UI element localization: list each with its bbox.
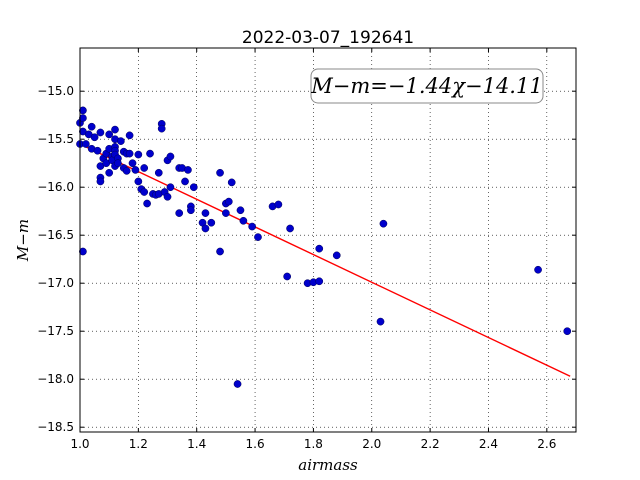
x-tick-label: 1.4 xyxy=(187,437,206,451)
plot-frame xyxy=(79,47,577,433)
data-point xyxy=(379,219,388,228)
fit-annotation: M−m=−1.44χ−14.11 xyxy=(310,68,544,104)
x-tick-label: 1.6 xyxy=(246,437,265,451)
y-tick-label: −16.5 xyxy=(37,228,74,242)
data-point xyxy=(166,183,175,192)
data-point xyxy=(315,277,324,286)
data-point xyxy=(79,106,87,115)
data-point xyxy=(143,199,151,208)
x-tick-label: 1.8 xyxy=(304,437,323,451)
x-axis-label: airmass xyxy=(298,456,358,474)
data-point xyxy=(376,317,385,326)
ticks: 1.0 1.2 1.4 1.6 1.8 2.0 2.2 2.4 2.6 −15.0 −15.5 −16… xyxy=(37,48,576,451)
data-points xyxy=(76,106,572,388)
data-point xyxy=(236,206,245,215)
data-point xyxy=(254,233,262,241)
data-point xyxy=(154,168,163,177)
x-tick-label: 2.2 xyxy=(421,437,440,451)
data-point xyxy=(286,224,294,233)
x-tick-label: 2.0 xyxy=(362,437,381,451)
y-tick-label: −18.0 xyxy=(37,372,74,386)
data-point xyxy=(233,380,242,388)
data-point xyxy=(189,183,198,192)
plot-area xyxy=(80,48,576,432)
data-point xyxy=(216,247,224,256)
data-point xyxy=(140,164,149,172)
chart-title: 2022-03-07_192641 xyxy=(242,28,414,48)
data-point xyxy=(81,140,90,148)
data-point xyxy=(201,209,210,217)
data-point xyxy=(224,197,233,206)
data-point xyxy=(105,130,114,139)
data-point xyxy=(315,244,324,253)
data-point xyxy=(96,128,105,137)
data-point xyxy=(534,265,542,274)
x-tick-label: 2.4 xyxy=(479,437,498,451)
data-point xyxy=(283,272,292,281)
data-point xyxy=(181,177,189,186)
y-tick-label: −18.5 xyxy=(37,420,74,434)
data-point xyxy=(116,137,125,145)
data-point xyxy=(93,146,102,155)
data-point xyxy=(140,188,149,196)
y-tick-label: −15.0 xyxy=(37,84,74,98)
y-tick-label: −17.0 xyxy=(37,276,74,290)
data-point xyxy=(201,224,210,233)
data-point xyxy=(239,216,248,225)
annotation-text: M−m=−1.44χ−14.11 xyxy=(310,74,542,98)
data-point xyxy=(125,149,134,158)
data-point xyxy=(146,149,154,158)
data-point xyxy=(157,124,166,133)
data-point xyxy=(131,166,140,174)
fit-line xyxy=(79,143,571,377)
y-tick-label: −16.0 xyxy=(37,180,74,194)
data-point xyxy=(111,125,119,134)
data-point xyxy=(274,200,283,209)
data-point xyxy=(125,131,134,140)
x-tick-label: 1.2 xyxy=(129,437,148,451)
data-point xyxy=(96,177,105,186)
data-point xyxy=(122,167,131,175)
data-point xyxy=(114,159,122,168)
x-tick-label: 2.6 xyxy=(537,437,556,451)
data-point xyxy=(128,159,137,168)
x-tick-label: 1.0 xyxy=(70,437,89,451)
data-point xyxy=(90,133,99,142)
data-point xyxy=(187,206,195,215)
data-point xyxy=(227,178,236,187)
data-point xyxy=(184,166,192,174)
data-point xyxy=(222,209,230,217)
data-point xyxy=(87,122,96,131)
data-point xyxy=(207,218,216,227)
data-point xyxy=(105,168,114,177)
annotation-box xyxy=(310,68,544,104)
data-point xyxy=(79,247,87,256)
data-point xyxy=(332,251,341,260)
data-point xyxy=(134,150,143,159)
data-point xyxy=(166,152,175,161)
y-tick-label: −17.5 xyxy=(37,324,74,338)
data-point xyxy=(248,222,256,231)
y-tick-label: −15.5 xyxy=(37,132,74,146)
grid xyxy=(79,48,576,432)
data-point xyxy=(163,192,172,201)
fit-line-group xyxy=(79,143,571,377)
data-point xyxy=(216,168,224,177)
y-axis-label: M−m xyxy=(14,219,32,262)
data-point xyxy=(563,327,572,336)
data-point xyxy=(79,114,87,122)
data-point xyxy=(134,177,143,186)
data-point xyxy=(175,209,184,217)
